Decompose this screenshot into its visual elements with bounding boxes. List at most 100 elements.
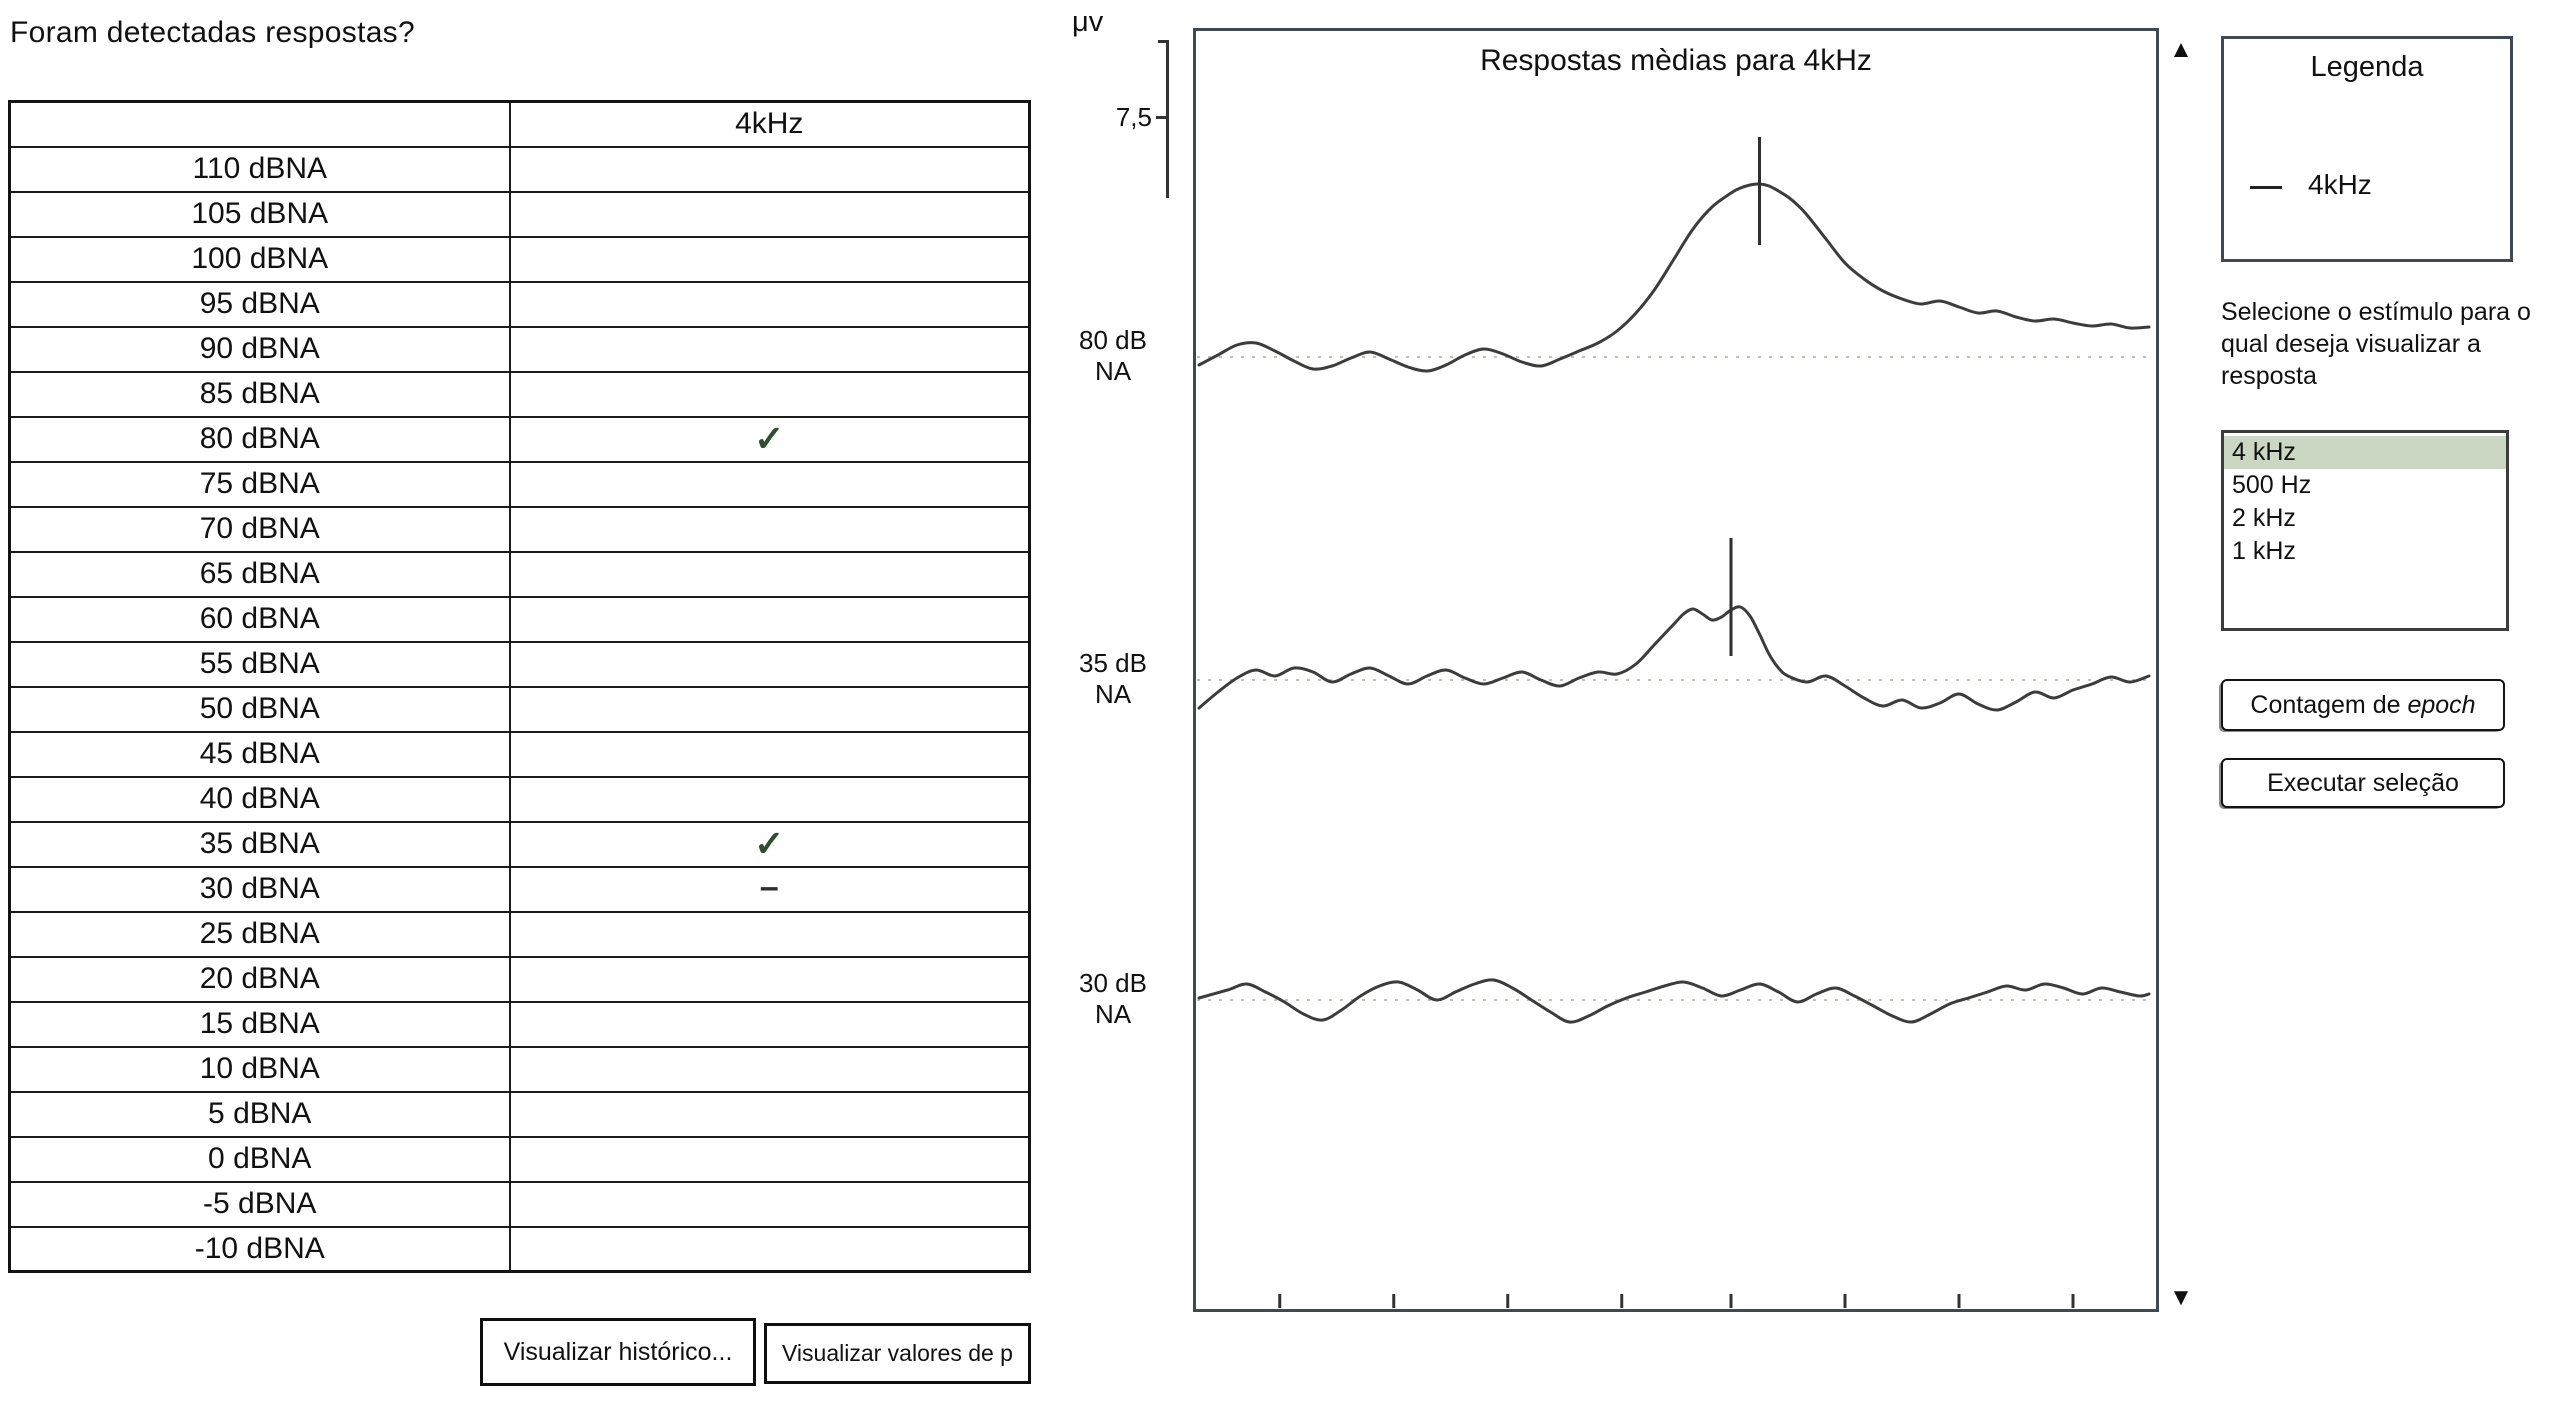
contagem-label-epoch: epoch: [2407, 690, 2476, 719]
legend-series-label: 4kHz: [2308, 169, 2372, 200]
response-cell[interactable]: [508, 145, 1031, 193]
response-cell[interactable]: [508, 325, 1031, 373]
response-cell[interactable]: [508, 235, 1031, 283]
response-cell[interactable]: [508, 1000, 1031, 1048]
table-row: 70 dBNA: [8, 505, 1031, 553]
table-row: -5 dBNA: [8, 1180, 1031, 1228]
response-cell[interactable]: ✓: [508, 820, 1031, 868]
legend-line-sample: [2250, 176, 2282, 194]
level-label: 40 dBNA: [8, 775, 511, 823]
level-label: -10 dBNA: [8, 1225, 511, 1273]
contagem-label: Contagem de: [2250, 690, 2401, 719]
scroll-up-icon[interactable]: ▲: [2169, 36, 2193, 63]
table-row: 40 dBNA: [8, 775, 1031, 823]
y-axis-tick-label: 7,5: [1115, 102, 1152, 132]
table-row: 100 dBNA: [8, 235, 1031, 283]
response-cell[interactable]: [508, 370, 1031, 418]
response-cell[interactable]: –: [508, 865, 1031, 913]
response-cell[interactable]: [508, 1135, 1031, 1183]
trace-level-line2: NA: [1094, 679, 1132, 709]
response-cell[interactable]: ✓: [508, 415, 1031, 463]
visualizar-historico-button[interactable]: Visualizar histórico...: [480, 1318, 756, 1386]
level-label: 45 dBNA: [8, 730, 511, 778]
response-cell[interactable]: [508, 460, 1031, 508]
table-row: 10 dBNA: [8, 1045, 1031, 1093]
table-row: 30 dBNA –: [8, 865, 1031, 913]
response-cell[interactable]: [508, 550, 1031, 598]
table-row: 75 dBNA: [8, 460, 1031, 508]
y-axis-tick-mark: [1156, 116, 1169, 119]
table-row: 80 dBNA ✓: [8, 415, 1031, 463]
check-icon: ✓: [754, 823, 785, 864]
level-label: 80 dBNA: [8, 415, 511, 463]
table-row: 5 dBNA: [8, 1090, 1031, 1138]
response-cell[interactable]: [508, 1045, 1031, 1093]
trace-level-line1: 30 dB: [1079, 968, 1147, 998]
table-row: 15 dBNA: [8, 1000, 1031, 1048]
stimulus-listbox[interactable]: 4 kHz 500 Hz 2 kHz 1 kHz: [2221, 430, 2509, 631]
level-label: 0 dBNA: [8, 1135, 511, 1183]
response-cell[interactable]: [508, 1225, 1031, 1273]
table-row: 60 dBNA: [8, 595, 1031, 643]
level-label: 65 dBNA: [8, 550, 511, 598]
dash-icon: –: [759, 868, 779, 906]
level-label: 5 dBNA: [8, 1090, 511, 1138]
table-row: 95 dBNA: [8, 280, 1031, 328]
y-axis-line: [1166, 40, 1169, 198]
response-cell[interactable]: [508, 190, 1031, 238]
response-cell[interactable]: [508, 1180, 1031, 1228]
level-label: 55 dBNA: [8, 640, 511, 688]
level-label: 30 dBNA: [8, 865, 511, 913]
response-cell[interactable]: [508, 730, 1031, 778]
trace-level-line2: NA: [1094, 999, 1132, 1029]
stimulus-option[interactable]: 1 kHz: [2232, 537, 2296, 565]
response-cell[interactable]: [508, 505, 1031, 553]
stimulus-prompt-text: Selecione o estímulo para o qual deseja …: [2221, 298, 2531, 390]
stimulus-option[interactable]: 2 kHz: [2232, 504, 2296, 532]
trace-level-label: 35 dB NA: [1046, 648, 1180, 710]
response-table-head: 4kHz: [8, 100, 1031, 148]
table-row: -10 dBNA: [8, 1225, 1031, 1273]
legend-title: Legenda: [2310, 51, 2424, 83]
waveform-chart: [1193, 28, 2159, 1312]
scroll-down-icon[interactable]: ▼: [2169, 1284, 2193, 1311]
executar-selecao-button[interactable]: Executar seleção: [2221, 758, 2505, 808]
response-table: 4kHz 110 dBNA 105 dBNA 100 dBNA 95 dBNA 90 d…: [8, 100, 1031, 1273]
response-cell[interactable]: [508, 910, 1031, 958]
response-cell[interactable]: [508, 685, 1031, 733]
chart-title: Respostas mèdias para 4kHz: [1480, 44, 1872, 77]
level-label: 50 dBNA: [8, 685, 511, 733]
legend-sample: 4kHz: [2250, 169, 2372, 201]
trace-level-label: 80 dB NA: [1046, 325, 1180, 387]
contagem-epoch-button[interactable]: Contagem de epoch: [2221, 679, 2505, 731]
table-row: 85 dBNA: [8, 370, 1031, 418]
y-axis-cap: [1158, 40, 1169, 43]
y-axis-unit-label: μv: [1072, 6, 1104, 38]
level-label: -5 dBNA: [8, 1180, 511, 1228]
page-title: Foram detectadas respostas?: [10, 16, 415, 49]
table-row: 105 dBNA: [8, 190, 1031, 238]
visualizar-valores-p-button[interactable]: Visualizar valores de p: [764, 1323, 1031, 1384]
table-row: 35 dBNA ✓: [8, 820, 1031, 868]
response-cell[interactable]: [508, 955, 1031, 1003]
level-label: 10 dBNA: [8, 1045, 511, 1093]
trace-level-line1: 80 dB: [1079, 325, 1147, 355]
table-row: 65 dBNA: [8, 550, 1031, 598]
table-row: 90 dBNA: [8, 325, 1031, 373]
table-row: 50 dBNA: [8, 685, 1031, 733]
level-label: 110 dBNA: [8, 145, 511, 193]
response-cell[interactable]: [508, 280, 1031, 328]
response-cell[interactable]: [508, 640, 1031, 688]
response-cell[interactable]: [508, 595, 1031, 643]
response-cell[interactable]: [508, 775, 1031, 823]
level-label: 70 dBNA: [8, 505, 511, 553]
level-label: 15 dBNA: [8, 1000, 511, 1048]
response-cell[interactable]: [508, 1090, 1031, 1138]
stimulus-option[interactable]: 500 Hz: [2232, 471, 2312, 499]
stimulus-option[interactable]: 4 kHz: [2224, 436, 2506, 469]
corner-cell: [8, 100, 511, 148]
level-label: 75 dBNA: [8, 460, 511, 508]
table-row: 25 dBNA: [8, 910, 1031, 958]
table-row: 110 dBNA: [8, 145, 1031, 193]
